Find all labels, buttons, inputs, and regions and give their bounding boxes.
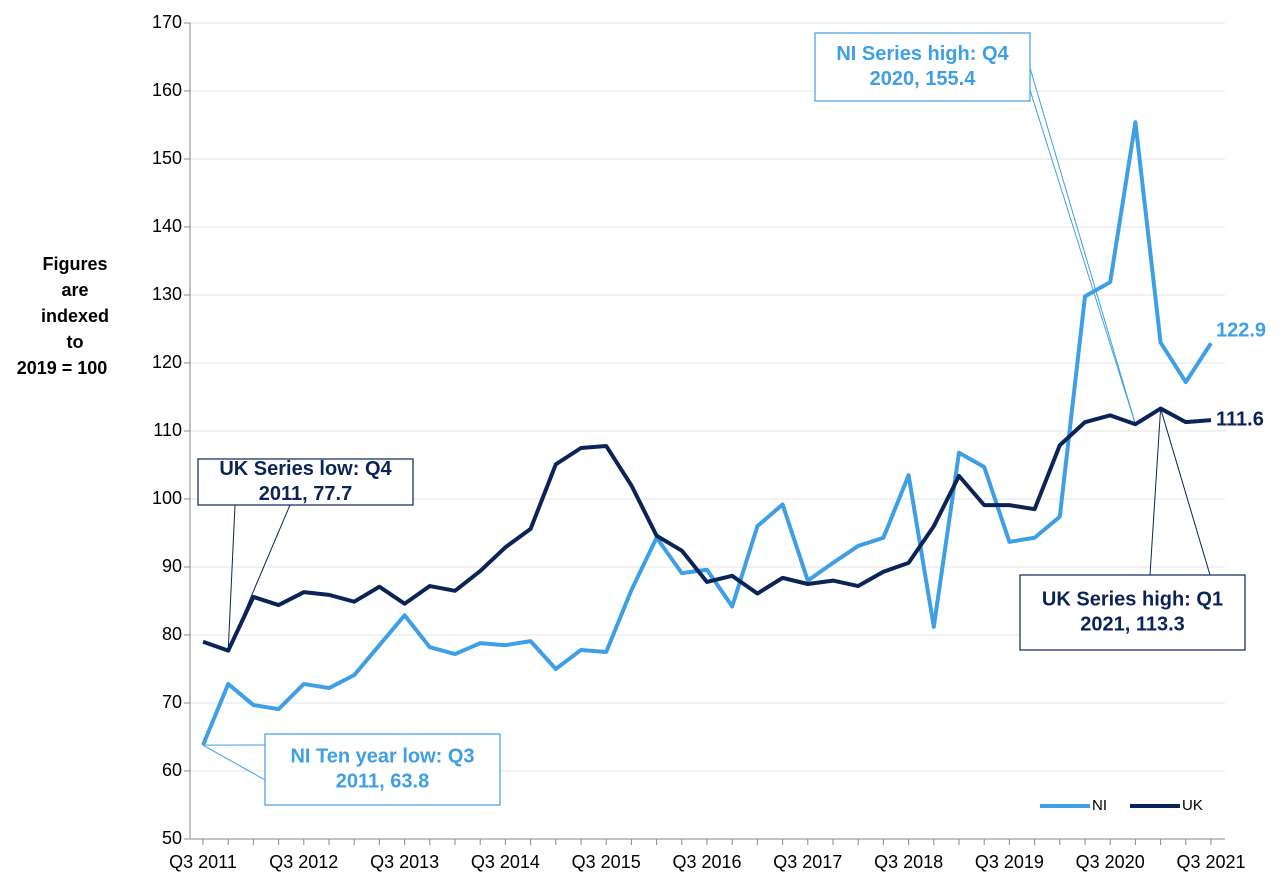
callout-leader [202,744,266,781]
y-tick-label: 130 [152,284,182,304]
y-tick-label: 100 [152,488,182,508]
y-tick-label: 90 [162,556,182,576]
callout-text: NI Series high: Q4 [836,43,1009,65]
y-axis-label: 2019 = 100 [17,358,108,378]
callout-text: UK Series low: Q4 [219,458,392,480]
callout-box [1019,574,1246,651]
callout-box [814,32,1031,102]
y-axis-label: to [67,332,84,352]
y-tick-label: 120 [152,352,182,372]
callout-text: 2011, 63.8 [336,770,429,792]
x-tick-label: Q3 2013 [370,852,439,872]
x-tick-label: Q3 2020 [1076,852,1145,872]
y-tick-label: 150 [152,148,182,168]
callout-leader [1029,89,1136,425]
callout-leader [227,504,236,651]
x-tick-label: Q3 2021 [1176,852,1245,872]
y-tick-label: 170 [152,12,182,32]
callout-text: 2011, 77.7 [259,483,352,505]
x-tick-label: Q3 2014 [471,852,540,872]
series-line [201,120,1213,746]
end-value-label: 111.6 [1216,408,1264,430]
y-tick-label: 70 [162,692,182,712]
callout-leader [1149,408,1162,576]
callout-leader [1160,408,1211,576]
series-line [202,406,1212,653]
y-axis-label: are [61,280,88,300]
y-tick-label: 140 [152,216,182,236]
x-tick-label: Q3 2019 [975,852,1044,872]
callout-box [264,733,501,806]
callout-text: UK Series high: Q1 [1042,588,1223,610]
y-tick-label: 50 [162,828,182,848]
y-axis-label: Figures [42,254,107,274]
y-tick-label: 160 [152,80,182,100]
callout-text: 2020, 155.4 [870,68,977,90]
y-tick-label: 80 [162,624,182,644]
callout-box [197,458,414,506]
x-tick-label: Q3 2018 [874,852,943,872]
x-tick-label: Q3 2017 [773,852,842,872]
y-axis-label: indexed [41,306,109,326]
legend-label: NI [1092,797,1107,814]
callout-text: 2021, 113.3 [1080,613,1185,635]
y-tick-label: 110 [153,420,182,440]
x-tick-label: Q3 2012 [269,852,338,872]
legend-label: UK [1182,797,1203,814]
x-tick-label: Q3 2015 [572,852,641,872]
callout-leader [1029,67,1136,425]
x-tick-label: Q3 2016 [672,852,741,872]
y-tick-label: 60 [162,760,182,780]
callout-text: NI Ten year low: Q3 [290,745,474,767]
end-value-label: 122.9 [1216,320,1266,342]
x-tick-label: Q3 2011 [169,852,237,872]
